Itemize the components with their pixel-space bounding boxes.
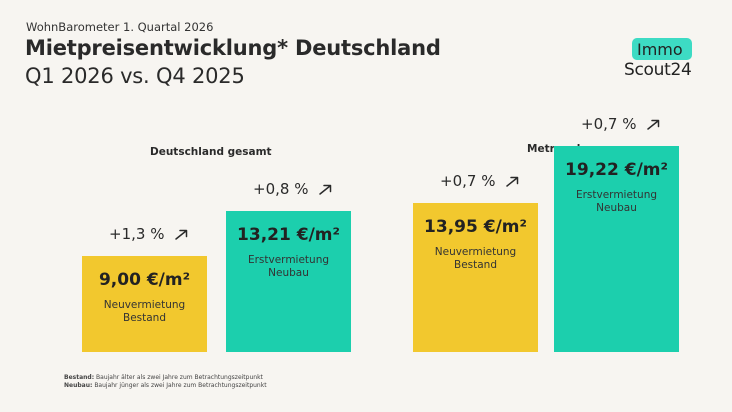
bar: 9,00 €/m² Neuvermietung Bestand bbox=[82, 256, 207, 352]
change-value: +0,8 % bbox=[253, 180, 309, 198]
change-label: +0,7 % bbox=[440, 172, 520, 190]
footnote-term: Bestand: bbox=[64, 374, 95, 381]
group-title: Deutschland gesamt bbox=[150, 146, 272, 158]
footnote-bestand: Bestand: Baujahr älter als zwei Jahre zu… bbox=[64, 374, 263, 381]
bar-category-label: Neubau bbox=[268, 267, 309, 279]
logo-text-bottom: Scout24 bbox=[624, 60, 692, 80]
arrow-up-right-icon bbox=[647, 119, 660, 130]
page-subtitle: Q1 2026 vs. Q4 2025 bbox=[25, 64, 245, 88]
footnote-term: Neubau: bbox=[64, 382, 93, 389]
bar-category-label: Neuvermietung bbox=[434, 246, 517, 258]
bar-category-label: Bestand bbox=[453, 259, 497, 271]
arrow-up-right-icon bbox=[506, 176, 519, 187]
change-value: +1,3 % bbox=[109, 225, 165, 243]
footnote-text: Baujahr jünger als zwei Jahre zum Betrac… bbox=[94, 382, 267, 389]
bar-category-label: Bestand bbox=[122, 312, 166, 324]
change-value: +0,7 % bbox=[581, 115, 637, 133]
change-label: +0,7 % bbox=[581, 115, 661, 133]
change-label: +1,3 % bbox=[109, 225, 189, 243]
bar-category-label: Erstvermietung bbox=[575, 189, 658, 201]
bar: 13,95 €/m² Neuvermietung Bestand bbox=[413, 203, 538, 352]
bar-value-label: 19,22 €/m² bbox=[565, 160, 668, 180]
bar-value-label: 9,00 €/m² bbox=[98, 270, 191, 290]
bar-category-label: Neuvermietung bbox=[103, 299, 186, 311]
change-label: +0,8 % bbox=[253, 180, 333, 198]
arrow-up-right-icon bbox=[319, 184, 332, 195]
bar-value-label: 13,95 €/m² bbox=[424, 217, 527, 237]
footnote-neubau: Neubau: Baujahr jünger als zwei Jahre zu… bbox=[64, 382, 267, 389]
page-title: Mietpreisentwicklung* Deutschland bbox=[25, 36, 441, 60]
logo-text-top: Immo bbox=[637, 40, 683, 59]
logo-badge bbox=[632, 38, 692, 60]
report-eyebrow: WohnBarometer 1. Quartal 2026 bbox=[26, 20, 214, 34]
bar-category-label: Erstvermietung bbox=[247, 254, 330, 266]
bar: 13,21 €/m² Erstvermietung Neubau bbox=[226, 211, 351, 352]
footnote-text: Baujahr älter als zwei Jahre zum Betrach… bbox=[96, 374, 263, 381]
bar: 19,22 €/m² Erstvermietung Neubau bbox=[554, 146, 679, 352]
change-value: +0,7 % bbox=[440, 172, 496, 190]
bar-category-label: Neubau bbox=[596, 202, 637, 214]
arrow-up-right-icon bbox=[175, 229, 188, 240]
bar-value-label: 13,21 €/m² bbox=[237, 225, 340, 245]
immoscout24-logo: Immo Scout24 bbox=[623, 38, 703, 82]
